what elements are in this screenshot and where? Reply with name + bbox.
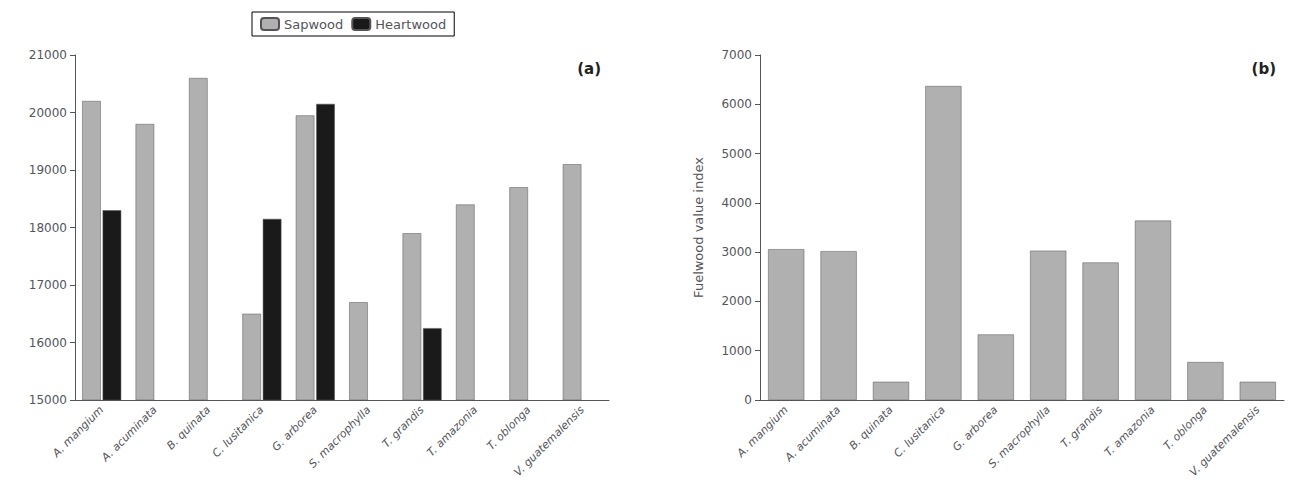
svg-text:B. quinata: B. quinata [164, 403, 213, 452]
svg-text:T. amazonia: T. amazonia [424, 403, 480, 459]
svg-text:Fuelwood value index: Fuelwood value index [691, 157, 706, 298]
svg-text:A. mangium: A. mangium [734, 403, 791, 460]
svg-text:A. acuminata: A. acuminata [782, 403, 843, 464]
svg-text:3000: 3000 [721, 245, 752, 259]
svg-text:C. lusitanica: C. lusitanica [891, 403, 948, 460]
svg-text:2000: 2000 [721, 294, 752, 308]
svg-text:5000: 5000 [721, 147, 752, 161]
svg-text:21000: 21000 [29, 48, 67, 62]
svg-text:20000: 20000 [29, 106, 67, 120]
svg-text:4000: 4000 [721, 196, 752, 210]
svg-text:T. grandis: T. grandis [380, 403, 427, 450]
svg-text:7000: 7000 [721, 48, 752, 62]
svg-text:1000: 1000 [721, 344, 752, 358]
svg-text:19000: 19000 [29, 163, 67, 177]
svg-text:16000: 16000 [29, 336, 67, 350]
svg-text:17000: 17000 [29, 278, 67, 292]
svg-text:V. guatemalensis: V. guatemalensis [1187, 403, 1263, 479]
svg-text:T. amazonia: T. amazonia [1102, 403, 1158, 459]
svg-text:Sapwood: Sapwood [284, 17, 343, 32]
svg-text:0: 0 [744, 393, 752, 407]
svg-text:G. arborea: G. arborea [950, 403, 1001, 454]
svg-text:15000: 15000 [29, 393, 67, 407]
svg-text:S. macrophylla: S. macrophylla [306, 403, 373, 470]
svg-text:6000: 6000 [721, 97, 752, 111]
svg-text:G. arborea: G. arborea [269, 403, 320, 454]
svg-text:18000: 18000 [29, 221, 67, 235]
svg-text:V. guatemalensis: V. guatemalensis [511, 403, 587, 479]
svg-text:B. quinata: B. quinata [847, 403, 896, 452]
svg-text:T. oblonga: T. oblonga [484, 403, 533, 452]
svg-text:T. oblonga: T. oblonga [1161, 403, 1210, 452]
svg-text:A. mangium: A. mangium [49, 403, 106, 460]
svg-text:(a): (a) [577, 60, 601, 78]
svg-text:S. macrophylla: S. macrophylla [986, 403, 1053, 470]
svg-text:Heartwood: Heartwood [375, 17, 446, 32]
svg-text:C. lusitanica: C. lusitanica [210, 403, 267, 460]
svg-text:A. acuminata: A. acuminata [98, 403, 159, 464]
svg-text:(b): (b) [1252, 60, 1276, 78]
svg-text:T. grandis: T. grandis [1058, 403, 1105, 450]
